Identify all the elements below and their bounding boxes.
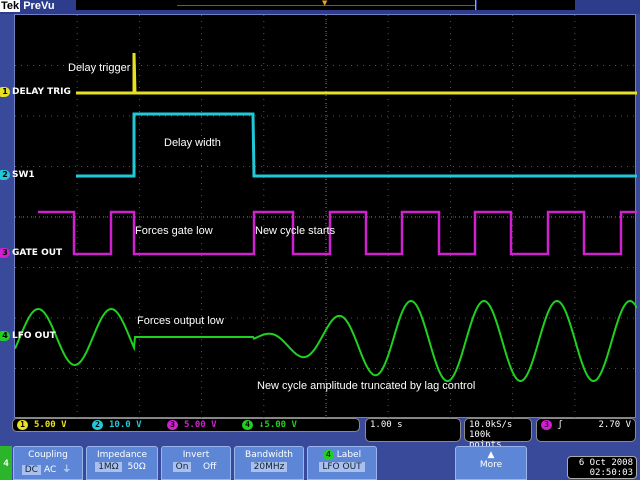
- label-button[interactable]: 4 Label LFO OUT: [307, 446, 377, 480]
- ch2-label[interactable]: 2 SW1: [0, 170, 35, 180]
- coupling-title: Coupling: [28, 450, 68, 460]
- annotation-new-cycle: New cycle starts: [255, 225, 336, 237]
- brand-logo: Tek: [0, 0, 21, 12]
- acquisition-mode: PreVu: [23, 0, 55, 12]
- date: 6 Oct 2008: [578, 458, 633, 468]
- trigger-source: 3: [541, 420, 552, 430]
- ch3-label-text: GATE OUT: [12, 248, 63, 258]
- annotation-delay-width: Delay width: [164, 137, 221, 149]
- time: 02:50:03: [589, 468, 633, 478]
- label-value: LFO OUT: [319, 462, 365, 472]
- bandwidth-value: 20MHz: [250, 462, 288, 472]
- label-title: Label: [336, 450, 362, 460]
- more-label: More: [479, 460, 503, 470]
- ch2-scale[interactable]: 10.0 V: [109, 420, 142, 430]
- ch1-label-text: DELAY TRIG: [12, 87, 71, 97]
- impedance-50[interactable]: 50Ω: [127, 462, 146, 472]
- annotation-amplitude-truncated: New cycle amplitude truncated by lag con…: [257, 380, 476, 392]
- label-ch4-badge: 4: [322, 450, 334, 460]
- coupling-ac[interactable]: AC: [43, 465, 57, 475]
- ch3-trace: [38, 210, 637, 256]
- impedance-title: Impedance: [96, 450, 148, 460]
- ch1-marker[interactable]: 1: [0, 87, 10, 97]
- channel-readouts[interactable]: 1 5.00 V 2 10.0 V 3 5.00 V 4 ↓5.00 V: [12, 418, 360, 432]
- ch2-trace: [76, 112, 637, 178]
- rising-edge-icon: ʃ: [557, 420, 563, 430]
- ch4-label-text: LFO OUT: [12, 331, 56, 341]
- ch4-badge: 4: [242, 420, 253, 430]
- up-arrow-icon: ▲: [487, 450, 495, 460]
- impedance-button[interactable]: Impedance 1MΩ 50Ω: [86, 446, 158, 480]
- ch3-scale[interactable]: 5.00 V: [184, 420, 217, 430]
- ch4-trace: [15, 299, 637, 382]
- more-button[interactable]: ▲ More: [455, 446, 527, 480]
- ground-icon[interactable]: ⏚: [62, 465, 72, 475]
- record-length: 100k points: [469, 430, 502, 450]
- timebase-readout[interactable]: 1.00 s: [365, 418, 461, 442]
- waveform-display[interactable]: [14, 14, 637, 419]
- bandwidth-title: Bandwidth: [245, 450, 293, 460]
- sample-rate: 10.0kS/s: [469, 420, 513, 430]
- coupling-dc[interactable]: DC: [21, 465, 41, 475]
- channel-menu-tab: 4: [0, 446, 12, 480]
- ch2-badge: 2: [92, 420, 103, 430]
- bandwidth-button[interactable]: Bandwidth 20MHz: [234, 446, 304, 480]
- ch3-label[interactable]: 3 GATE OUT: [0, 248, 62, 258]
- ch4-scale[interactable]: ↓5.00 V: [259, 420, 297, 430]
- ch1-trace: [76, 52, 637, 95]
- acquisition-readout[interactable]: 10.0kS/s 100k points: [464, 418, 532, 450]
- trigger-level: 2.70 V: [598, 420, 631, 430]
- coupling-button[interactable]: Coupling DC AC ⏚: [13, 446, 83, 480]
- ch1-label[interactable]: 1 DELAY TRIG: [0, 87, 71, 97]
- graticule: [15, 15, 637, 419]
- invert-on[interactable]: On: [172, 462, 192, 472]
- trigger-position-icon[interactable]: ▼: [322, 0, 328, 7]
- annotation-forces-output-low: Forces output low: [137, 315, 224, 327]
- ch1-scale[interactable]: 5.00 V: [34, 420, 67, 430]
- invert-button[interactable]: Invert On Off: [161, 446, 231, 480]
- left-strip: [0, 14, 14, 418]
- annotation-delay-trigger: Delay trigger: [68, 62, 131, 74]
- record-view[interactable]: [76, 0, 476, 10]
- annotation-forces-gate-low: Forces gate low: [135, 225, 213, 237]
- ch4-marker[interactable]: 4: [0, 331, 10, 341]
- ch1-badge: 1: [17, 420, 28, 430]
- invert-title: Invert: [182, 450, 210, 460]
- datetime: 6 Oct 2008 02:50:03: [567, 456, 637, 479]
- ch2-marker[interactable]: 2: [0, 170, 10, 180]
- invert-off[interactable]: Off: [203, 462, 217, 472]
- ch2-label-text: SW1: [12, 170, 35, 180]
- ch3-marker[interactable]: 3: [0, 248, 10, 258]
- ch3-badge: 3: [167, 420, 178, 430]
- trigger-readout[interactable]: 3 ʃ 2.70 V: [536, 418, 636, 442]
- brand: Tek PreVu: [0, 0, 55, 13]
- top-bar: Tek PreVu ▼: [0, 0, 640, 14]
- impedance-1m[interactable]: 1MΩ: [95, 462, 122, 472]
- record-view-tail: [477, 0, 575, 10]
- timebase-value: 1.00 s: [370, 420, 403, 430]
- ch4-label[interactable]: 4 LFO OUT: [0, 331, 56, 341]
